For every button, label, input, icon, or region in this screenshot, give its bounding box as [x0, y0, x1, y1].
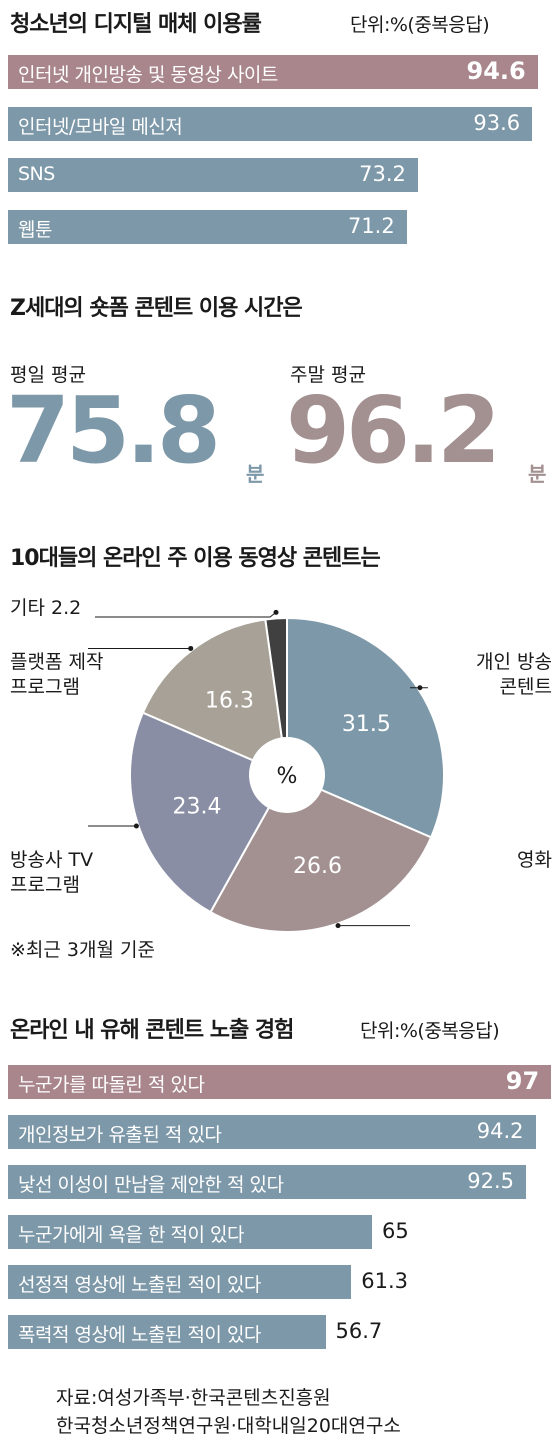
harmful-bar-label: 낯선 이성이 만남을 제안한 적 있다: [18, 1174, 284, 1196]
usage-bar: SNS 73.2: [8, 158, 418, 192]
pie-center-hole: [249, 737, 325, 813]
usage-bar-label: 인터넷/모바일 메신저: [18, 115, 183, 138]
pie-label-etc: 기타 2.2: [10, 596, 81, 621]
source-line-1: 자료:여성가족부·한국콘텐츠진흥원: [56, 1387, 331, 1409]
pie-label-tv-line2: 프로그램: [10, 874, 80, 896]
harmful-bar-label: 폭력적 영상에 노출된 적이 있다: [18, 1324, 261, 1346]
harmful-bar-value: 56.7: [335, 1319, 383, 1343]
pie-leader-dot: [335, 923, 341, 929]
pie-label-personal-line2: 콘텐트: [499, 676, 552, 698]
pie-leader-dot: [133, 823, 139, 829]
weekday-unit: 분: [246, 462, 265, 486]
pie-label-platform-line1: 플랫폼 제작: [10, 651, 104, 673]
harmful-bar-value: 92.5: [467, 1169, 514, 1193]
usage-bar: 웹툰 71.2: [8, 209, 407, 244]
harmful-bar: 누군가에게 욕을 한 적이 있다: [8, 1215, 372, 1249]
pie-leader-dot: [188, 645, 194, 651]
harmful-bar-label: 개인정보가 유출된 적 있다: [18, 1124, 222, 1146]
harmful-bar-value: 65: [382, 1219, 409, 1243]
usage-bar-value: 94.6: [466, 57, 526, 85]
shortform-title: Z세대의 숏폼 콘텐트 이용 시간은: [10, 296, 303, 321]
usage-bar-value: 73.2: [359, 162, 406, 186]
pie-label-personal: 개인 방송 콘텐트: [476, 650, 552, 700]
harmful-content-title: 온라인 내 유해 콘텐트 노출 경험: [10, 1018, 294, 1043]
pie-slice-value: 23.4: [173, 794, 222, 819]
pie-note: ※최근 3개월 기준: [10, 939, 155, 961]
pie-label-movie: 영화: [517, 848, 552, 873]
pie-leader-dot: [417, 685, 423, 691]
pie-leader-line: [95, 611, 277, 618]
usage-bar-label: SNS: [18, 163, 55, 185]
harmful-bar-label: 누군가에게 욕을 한 적이 있다: [18, 1224, 244, 1246]
harmful-bar: 개인정보가 유출된 적 있다 94.2: [8, 1115, 536, 1149]
weekday-value: 75.8: [6, 377, 221, 484]
pie-label-etc-text: 기타 2.2: [10, 597, 82, 619]
pie-label-platform: 플랫폼 제작 프로그램: [10, 650, 103, 700]
harmful-bar-label: 선정적 영상에 노출된 적이 있다: [18, 1274, 261, 1296]
harmful-content-unit: 단위:%(중복응답): [360, 1020, 500, 1042]
pie-label-tv-line1: 방송사 TV: [10, 849, 94, 871]
usage-bar-label: 웹툰: [18, 218, 52, 241]
pie-label-personal-line1: 개인 방송: [476, 651, 552, 673]
harmful-bar-value: 61.3: [361, 1269, 409, 1293]
harmful-bar: 누군가를 따돌린 적 있다 97: [8, 1065, 552, 1099]
source-note: 자료:여성가족부·한국콘텐츠진흥원 한국청소년정책연구원·대학내일20대연구소: [56, 1384, 401, 1440]
harmful-bar: 낯선 이성이 만남을 제안한 적 있다 92.5: [8, 1165, 526, 1199]
usage-rate-title: 청소년의 디지털 매체 이용률: [10, 12, 262, 37]
usage-bar: 인터넷/모바일 메신저 93.6: [8, 106, 533, 141]
harmful-bar-value: 94.2: [476, 1119, 524, 1143]
pie-slice-value: 31.5: [342, 712, 391, 737]
weekend-unit: 분: [528, 462, 547, 486]
harmful-bar-value: 97: [505, 1067, 540, 1095]
usage-bar-value: 93.6: [473, 110, 521, 135]
pie-center-label: %: [277, 764, 298, 789]
pie-label-platform-line2: 프로그램: [10, 676, 80, 698]
pie-label-tv: 방송사 TV 프로그램: [10, 848, 93, 898]
pie-slice-value: 26.6: [293, 854, 342, 879]
pie-leader-dot: [273, 609, 279, 615]
source-line-2: 한국청소년정책연구원·대학내일20대연구소: [56, 1415, 401, 1437]
harmful-bar-label: 누군가를 따돌린 적 있다: [18, 1074, 205, 1096]
video-content-title: 10대들의 온라인 주 이용 동영상 콘텐트는: [10, 546, 381, 571]
usage-rate-unit: 단위:%(중복응답): [350, 14, 490, 36]
usage-bar-value: 71.2: [347, 213, 395, 238]
weekday-label: 평일 평균: [10, 364, 86, 386]
weekend-value: 96.2: [286, 377, 501, 484]
harmful-bar: 폭력적 영상에 노출된 적이 있다: [8, 1315, 326, 1349]
weekend-label: 주말 평균: [290, 364, 366, 386]
pie-label-movie-line1: 영화: [517, 849, 552, 871]
harmful-bar: 선정적 영상에 노출된 적이 있다: [8, 1265, 352, 1299]
usage-bar: 인터넷 개인방송 및 동영상 사이트 94.6: [8, 55, 538, 89]
pie-slice-value: 16.3: [205, 688, 254, 713]
usage-bar-label: 인터넷 개인방송 및 동영상 사이트: [18, 64, 278, 86]
pie-slice: [264, 616, 288, 776]
pie-chart: % 31.5 26.6 23.4 16.3: [88, 609, 445, 933]
